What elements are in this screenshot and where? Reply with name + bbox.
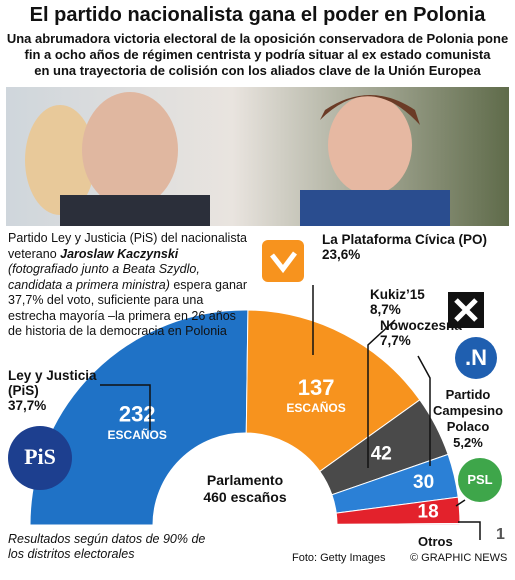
vote-share: 37,7% [8,398,47,413]
seat-label: 1 [496,526,505,543]
seat-label: 42 [371,443,392,464]
leader-line [458,521,481,540]
note: Resultados según datos de 90% de los dis… [8,532,206,561]
party-name: La Plataforma Cívica (PO) [322,232,488,247]
center-label: Parlamento 460 escaños [190,472,300,506]
intro: Partido Ley y Justicia (PiS) del naciona… [8,231,248,340]
seat-label: 30 [413,472,434,493]
party-label: Kukiz’15 8,7% [370,287,425,317]
seat-label: 137 [298,375,335,400]
kukiz-logo-mark [454,298,478,322]
title: El partido nacionalista gana el poder en… [29,4,486,26]
vote-share: 5,2% [453,435,483,450]
subtitle-line: en una trayectoria de colisión con los a… [34,63,481,78]
logo-text: PiS [24,444,56,469]
photo-suit [60,195,210,226]
logo-text: .N [465,345,487,370]
photo-dress [300,190,450,226]
leader-line [100,384,151,430]
intro-caption: (fotografiado junto a Beata Szydlo, cand… [8,262,200,292]
photo-hair [320,95,420,125]
pis-logo [8,426,72,490]
party-label: Ley y Justicia (PiS) 37,7% [8,368,103,413]
vote-share: 23,6% [322,247,361,262]
center-line: 460 escaños [203,489,287,505]
vote-share: 8,7% [370,302,401,317]
party-name: Nowoczesna [380,318,462,333]
photo-figure [25,105,95,215]
intro-name: Jaroslaw Kaczynski [60,246,179,261]
n-logo [455,337,497,379]
vote-share: 7,7% [380,333,411,348]
seat-segment [245,309,421,473]
party-name: Kukiz’15 [370,287,425,302]
logo-text: PSL [467,472,493,487]
party-label: La Plataforma Cívica (PO) 23,6% [322,232,487,262]
po-logo [262,240,304,282]
party-name: Partido Campesino Polaco [432,387,504,434]
leader-line [367,319,396,468]
seat-segment [336,523,461,526]
party-name: Otros [418,534,453,549]
party-label: Nowoczesna 7,7% [380,318,462,348]
psl-logo [458,458,502,502]
intro-rest: espera ganar 37,7% del voto, suficiente … [8,277,248,339]
subtitle: Una abrumadora victoria electoral de la … [0,31,515,79]
photo-face [328,95,412,195]
subtitle-line: Una abrumadora victoria electoral de la … [6,31,509,46]
leader-line [455,499,466,507]
seat-label: 18 [418,501,439,522]
copyright: © GRAPHIC NEWS [410,552,508,564]
photo-face [82,92,178,208]
party-name: Ley y Justicia (PiS) [8,368,97,398]
seat-unit: ESCAÑOS [108,427,167,442]
center-line: Parlamento [206,472,284,488]
party-label: Partido Campesino Polaco 5,2% [428,387,508,451]
leader-line [417,355,431,466]
po-logo-mark [270,251,297,274]
seat-unit: ESCAÑOS [286,400,345,415]
subtitle-line: fin a ocho años de régimen centrista y p… [24,47,491,62]
intro-lead: Partido Ley y Justicia (PiS) del naciona… [8,231,248,261]
credit: Foto: Getty Images [292,552,386,564]
